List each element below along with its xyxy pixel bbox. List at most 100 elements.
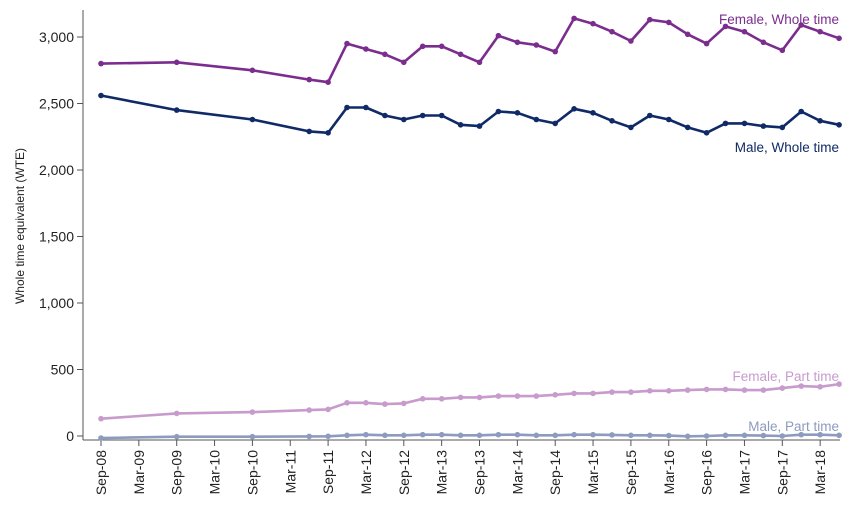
series-labels: Female, Whole time Male, Whole time Female… <box>719 12 839 434</box>
data-point <box>817 384 823 390</box>
data-point <box>533 432 540 439</box>
data-point <box>609 432 615 438</box>
x-tick-label: Sep-11 <box>320 450 336 494</box>
x-tick-label: Sep-17 <box>774 450 790 495</box>
series-label: Female, Whole time <box>719 12 839 27</box>
data-point <box>382 401 388 407</box>
x-tick-label: Sep-13 <box>472 450 488 495</box>
data-point <box>419 396 426 402</box>
data-point <box>817 431 823 438</box>
data-point <box>476 394 483 401</box>
series-3 <box>98 431 842 441</box>
data-point <box>457 432 464 439</box>
data-point <box>401 59 407 66</box>
series-0 <box>98 15 842 85</box>
x-tick-label: Mar-09 <box>131 450 147 495</box>
data-point <box>590 390 596 397</box>
data-point <box>552 48 558 55</box>
y-tick-label: 0 <box>66 428 74 444</box>
data-point <box>363 104 369 111</box>
y-tick-label: 500 <box>51 362 75 378</box>
series-label: Male, Whole time <box>735 140 839 155</box>
x-tick-label: Mar-13 <box>434 450 450 495</box>
data-point <box>703 40 710 47</box>
data-point <box>628 38 634 44</box>
x-axis-ticks: Sep-08 Mar-09 Sep-09 Mar-10 Sep-10 Mar-11 Sep-… <box>93 440 828 495</box>
x-tick-label: Sep-08 <box>93 450 109 495</box>
data-point <box>514 431 521 438</box>
data-point <box>760 123 767 129</box>
data-point <box>684 31 691 38</box>
data-point <box>401 116 407 123</box>
data-point <box>722 432 729 439</box>
data-point <box>552 432 558 439</box>
series-1 <box>98 92 842 136</box>
data-point <box>571 15 577 22</box>
data-point <box>173 433 180 440</box>
data-point <box>419 112 426 119</box>
data-point <box>249 409 256 415</box>
data-point <box>382 432 388 439</box>
data-point <box>779 47 786 54</box>
data-point <box>609 28 615 35</box>
data-point <box>457 51 464 58</box>
x-tick-label: Mar-10 <box>207 450 223 495</box>
data-point <box>571 106 577 112</box>
x-tick-label: Mar-17 <box>736 450 752 495</box>
data-point <box>173 59 180 66</box>
x-tick-label: Sep-15 <box>623 450 639 495</box>
data-point <box>495 431 502 438</box>
data-point <box>306 407 313 413</box>
data-point <box>401 400 407 407</box>
data-point <box>457 394 464 401</box>
data-point <box>703 433 710 439</box>
y-tick-label: 2,000 <box>39 162 74 178</box>
data-point <box>457 122 464 128</box>
data-point <box>836 122 842 128</box>
data-point <box>325 433 331 440</box>
data-point <box>438 112 445 119</box>
data-point <box>552 120 558 127</box>
data-point <box>666 116 672 123</box>
data-point <box>476 59 483 66</box>
data-point <box>836 432 842 439</box>
y-tick-label: 2,500 <box>39 96 74 112</box>
data-point <box>325 406 331 413</box>
y-axis-title: Whole time equivalent (WTE) <box>13 148 27 304</box>
series-line <box>99 382 841 421</box>
data-point <box>98 435 104 441</box>
data-point <box>476 432 483 439</box>
series-line <box>99 433 841 440</box>
data-point <box>628 432 634 439</box>
data-point <box>306 76 313 83</box>
data-point <box>363 431 369 438</box>
data-point <box>779 124 786 131</box>
data-point <box>401 432 407 439</box>
series-line <box>99 17 841 84</box>
data-point <box>495 393 502 399</box>
data-point <box>306 128 313 135</box>
data-point <box>760 432 767 439</box>
data-point <box>666 432 672 439</box>
data-point <box>495 108 502 115</box>
series-line <box>99 94 841 135</box>
data-point <box>666 19 672 26</box>
data-point <box>722 120 729 127</box>
data-point <box>325 79 331 85</box>
data-point <box>514 39 521 46</box>
data-point <box>590 20 596 27</box>
data-point <box>722 386 729 393</box>
data-point <box>817 118 823 124</box>
data-point <box>514 393 521 399</box>
data-point <box>741 387 748 393</box>
data-point <box>438 43 445 50</box>
data-point <box>741 432 748 439</box>
data-point <box>628 124 634 131</box>
data-point <box>798 108 804 115</box>
data-point <box>533 393 540 399</box>
data-point <box>98 415 104 422</box>
data-point <box>344 432 350 439</box>
data-point <box>306 433 313 440</box>
data-point <box>779 385 786 391</box>
